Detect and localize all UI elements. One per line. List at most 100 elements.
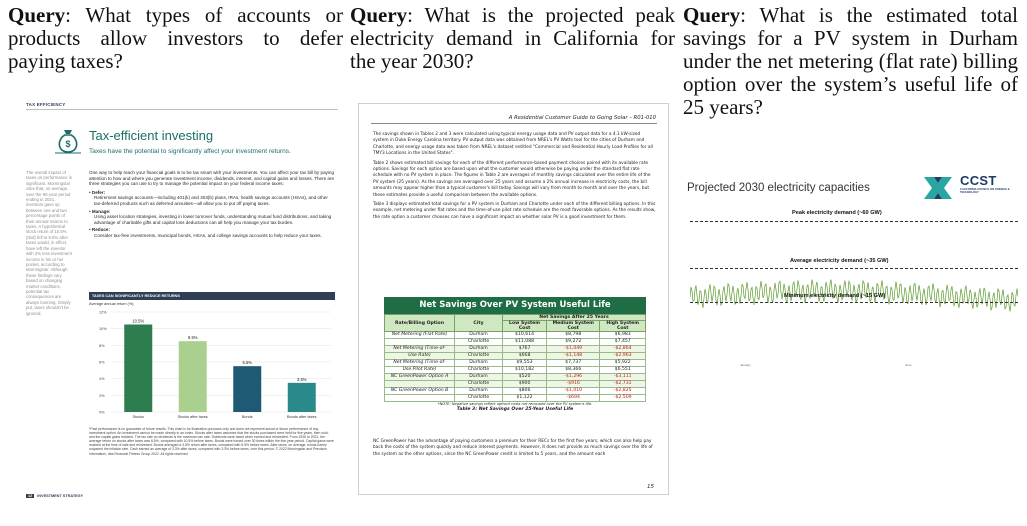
page-footer: 12 INVESTMENT STRATEGY xyxy=(26,494,83,498)
sidebar-note: The overall impact of taxes on performan… xyxy=(26,170,72,316)
brand-name: CCST xyxy=(960,173,997,188)
page-footer-label: INVESTMENT STRATEGY xyxy=(37,494,84,498)
y-tick-label: 10% xyxy=(99,327,107,331)
medium-cost-cell: $9,272 xyxy=(546,338,601,346)
slide-title: Projected 2030 electricity capacities xyxy=(687,182,870,194)
table-row: NC GreenPower Option B Durham $806 -$1,010-… xyxy=(384,387,646,395)
query-label: Query xyxy=(8,3,66,27)
query-text: : What is the estimated total savings fo… xyxy=(683,3,1018,119)
table-row: Net Metering (Time-of- Durham $767 -$1,049-… xyxy=(384,345,646,353)
high-cost-cell: -$2,731 xyxy=(599,380,646,388)
header-low-cost: Low System Cost xyxy=(501,320,548,332)
bar-value-label: 3.5% xyxy=(297,377,307,382)
y-tick-label: 2% xyxy=(99,394,105,398)
category-label: Stocks after taxes xyxy=(178,415,208,419)
query-2: Query: What is the projected peak electr… xyxy=(350,4,675,73)
low-cost-cell: $10,614 xyxy=(501,331,548,339)
table-row: Charlotte $1,122 -$694 -$2,509 xyxy=(384,394,646,402)
x-axis-start-label: January xyxy=(740,363,751,367)
low-cost-cell: $806 xyxy=(501,387,548,395)
page-title: Tax-efficient investing xyxy=(89,128,214,143)
bullet-manage-text: Using asset location strategies, investi… xyxy=(94,214,332,225)
high-cost-cell: -$2,825 xyxy=(599,387,646,395)
opt-cell: NC GreenPower Option B xyxy=(384,387,455,395)
bar xyxy=(178,341,207,412)
low-cost-cell: $520 xyxy=(501,373,548,381)
table-row: Charlotte $11,088 $9,272 $7,457 xyxy=(384,338,646,346)
electricity-capacity-slide: Projected 2030 electricity capacities CC… xyxy=(680,165,1020,380)
medium-cost-cell: -$1,296 xyxy=(546,373,601,381)
opt-cell: Net Metering (Flat Rate) xyxy=(384,331,455,339)
opt-cell xyxy=(384,394,455,402)
medium-cost-cell: $8,366 xyxy=(546,366,601,374)
high-cost-cell: -$2,864 xyxy=(599,345,646,353)
medium-cost-cell: -$1,049 xyxy=(546,345,601,353)
query-3: Query: What is the estimated total savin… xyxy=(683,4,1018,119)
ccst-logo-icon xyxy=(924,177,952,199)
bullet-defer-head: • Defer: xyxy=(89,189,106,195)
average-demand-label: Average electricity demand (~35 GW) xyxy=(790,258,889,264)
bar-value-label: 10.5% xyxy=(132,319,144,324)
query-text: : What is the projected peak electricity… xyxy=(350,3,675,73)
low-cost-cell: $10,182 xyxy=(501,366,548,374)
header-rate-option: Rate/Billing Option xyxy=(384,314,455,332)
bar-value-label: 8.5% xyxy=(188,335,198,340)
high-cost-cell: $5,922 xyxy=(599,359,646,367)
minimum-demand-label: Minimum electricity demand (~15 GW) xyxy=(784,293,886,299)
peak-demand-line xyxy=(690,221,1018,222)
low-cost-cell: $900 xyxy=(501,380,548,388)
table-row: Charlotte $900 -$916 -$2,731 xyxy=(384,380,646,388)
intro-paragraph: One way to help reach your financial goa… xyxy=(89,170,335,187)
brand-subtitle: CALIFORNIA COUNCIL ON SCIENCE & TECHNOLO… xyxy=(960,188,1010,195)
paragraph: Table 2 shows estimated bill savings for… xyxy=(373,160,651,198)
header-high-cost: High System Cost xyxy=(599,320,646,332)
city-cell: Durham xyxy=(454,373,503,381)
low-cost-cell: $767 xyxy=(501,345,548,353)
bar xyxy=(287,382,316,412)
bullet-manage-head: • Manage: xyxy=(89,208,111,214)
high-cost-cell: -$2,963 xyxy=(599,352,646,360)
query-label: Query xyxy=(683,3,741,27)
table-row: Use Pilot Rate) Charlotte $10,182 $8,366 $6,… xyxy=(384,366,646,374)
city-cell: Charlotte xyxy=(454,352,503,360)
category-label: Stocks xyxy=(133,415,144,419)
header-rule xyxy=(26,109,338,110)
footnote: *Past performance is no guarantee of fut… xyxy=(89,427,334,456)
opt-cell: Use Pilot Rate) xyxy=(384,366,455,374)
section-tag: TAX EFFICIENCY xyxy=(26,102,66,107)
high-cost-cell: $6,551 xyxy=(599,366,646,374)
bar xyxy=(124,324,153,412)
medium-cost-cell: $7,737 xyxy=(546,359,601,367)
medium-cost-cell: $8,798 xyxy=(546,331,601,339)
city-cell: Charlotte xyxy=(454,366,503,374)
savings-table: Rate/Billing Option City Net Savings Aft… xyxy=(384,314,646,402)
y-tick-label: 4% xyxy=(99,377,105,381)
low-cost-cell: $668 xyxy=(501,352,548,360)
table-row: NC GreenPower Option A Durham $520 -$1,296-… xyxy=(384,373,646,381)
savings-table-block: Net Savings Over PV System Useful Life R… xyxy=(384,297,646,412)
opt-cell: Use Rate) xyxy=(384,352,455,360)
medium-cost-cell: -$1,010 xyxy=(546,387,601,395)
category-label: Bonds xyxy=(242,415,253,419)
query-text: : What types of accounts or products all… xyxy=(8,3,343,73)
city-cell: Charlotte xyxy=(454,394,503,402)
y-tick-label: 0% xyxy=(99,411,105,415)
opt-cell xyxy=(384,380,455,388)
city-cell: Durham xyxy=(454,331,503,339)
table-row: Net Metering (Time-of- Durham $9,553 $7,737… xyxy=(384,359,646,367)
query-label: Query xyxy=(350,3,408,27)
low-cost-cell: $9,553 xyxy=(501,359,548,367)
opt-cell: Net Metering (Time-of- xyxy=(384,345,455,353)
opt-cell xyxy=(384,338,455,346)
returns-bar-chart: 12% 10% 8% 6% 4% 2% 0% 10.5% Stocks 8.5% Stocks af… xyxy=(99,311,331,419)
table-caption: Table 3: Net Savings Over 25-Year Useful… xyxy=(456,407,574,412)
medium-cost-cell: -$916 xyxy=(546,380,601,388)
city-cell: Durham xyxy=(454,345,503,353)
money-bag-icon: $ xyxy=(55,130,81,154)
bar xyxy=(233,366,262,412)
header-rule xyxy=(371,123,657,124)
svg-text:$: $ xyxy=(65,139,70,149)
bar-value-label: 5.5% xyxy=(242,360,252,365)
city-cell: Durham xyxy=(454,359,503,367)
y-tick-label: 6% xyxy=(99,361,105,365)
